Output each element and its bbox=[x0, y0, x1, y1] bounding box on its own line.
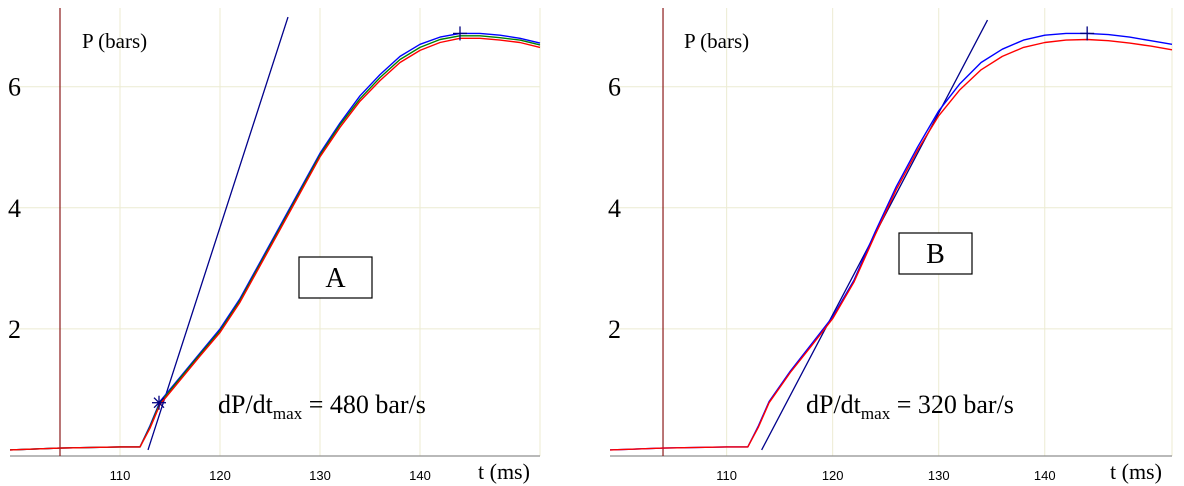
chart-panel-a: 110 120 130 140 2 4 6 P (bars) t (ms) AdP/dtmax =… bbox=[8, 8, 541, 484]
x-tick-label: 120 bbox=[822, 468, 844, 483]
y-axis-label: P (bars) bbox=[82, 29, 147, 53]
x-tick-label: 110 bbox=[716, 468, 737, 483]
x-tick-label: 130 bbox=[928, 468, 950, 483]
slope-annotation: dP/dtmax = 320 bar/s bbox=[806, 390, 1014, 423]
annotation-prefix: dP/dt bbox=[218, 390, 274, 419]
annotation-subscript: max bbox=[861, 404, 891, 423]
y-tick-label: 4 bbox=[608, 194, 621, 223]
y-tick-label: 4 bbox=[8, 194, 21, 223]
series-green-line bbox=[9, 35, 541, 451]
panel-label: B bbox=[926, 239, 945, 270]
annotation-prefix: dP/dt bbox=[806, 390, 862, 419]
annotation-subscript: max bbox=[273, 404, 303, 423]
x-axis-label: t (ms) bbox=[1110, 459, 1162, 484]
y-tick-label: 6 bbox=[608, 73, 621, 102]
slope-annotation: dP/dtmax = 480 bar/s bbox=[218, 390, 426, 423]
panel-label-box bbox=[898, 232, 973, 275]
y-tick-label: 6 bbox=[8, 73, 21, 102]
panel-label: A bbox=[325, 263, 346, 294]
chart-panel-b: 110 120 130 140 2 4 6 P (bars) t (ms) BdP/dtmax =… bbox=[608, 8, 1173, 484]
y-tick-label: 2 bbox=[8, 315, 21, 344]
annotation-suffix: = 320 bar/s bbox=[890, 390, 1014, 419]
x-tick-label: 120 bbox=[209, 468, 231, 483]
series-blue-line bbox=[609, 32, 1173, 451]
y-tick-label: 2 bbox=[608, 315, 621, 344]
asterisk-marker bbox=[152, 395, 166, 410]
x-axis-label: t (ms) bbox=[478, 459, 530, 484]
x-tick-label: 130 bbox=[309, 468, 331, 483]
annotation-suffix: = 480 bar/s bbox=[302, 390, 426, 419]
y-axis-label: P (bars) bbox=[684, 29, 749, 53]
series-red-line bbox=[9, 37, 541, 451]
marker-stroke bbox=[153, 397, 165, 409]
panel-label-box bbox=[298, 256, 373, 299]
tangent-line bbox=[147, 16, 289, 451]
x-tick-label: 140 bbox=[409, 468, 431, 483]
plus-marker bbox=[1080, 26, 1095, 41]
series-red-line bbox=[609, 38, 1173, 451]
series-blue-line bbox=[9, 32, 541, 451]
x-tick-label: 140 bbox=[1034, 468, 1056, 483]
plus-marker bbox=[453, 26, 467, 41]
x-tick-label: 110 bbox=[110, 468, 131, 483]
